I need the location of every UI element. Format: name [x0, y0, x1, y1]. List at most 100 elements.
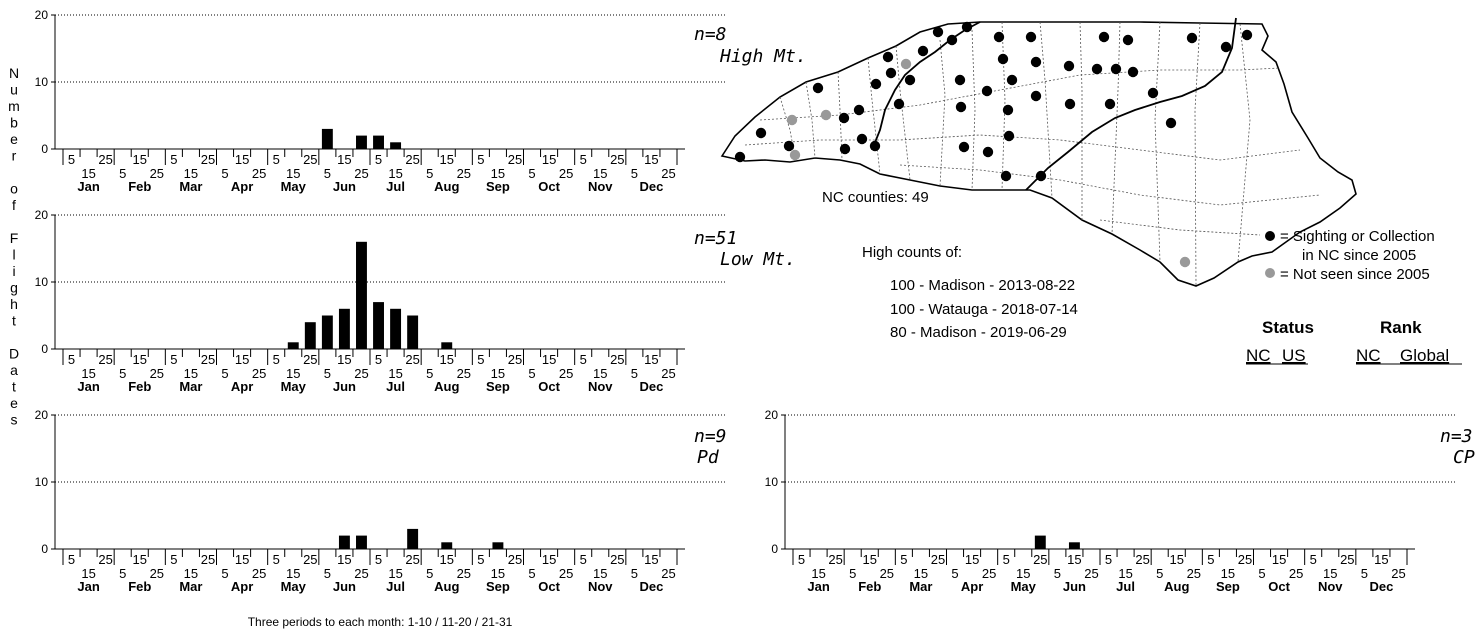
county-dot-recent [1122, 34, 1134, 46]
county-record-dots [734, 21, 1253, 268]
bar [338, 535, 350, 549]
period-tick-label: 25 [405, 152, 419, 167]
month-label: Sep [1216, 579, 1240, 594]
y-axis-label-letter: D [9, 346, 19, 362]
n-label-pd: n=9 [694, 426, 727, 447]
y-axis-label-letter: t [12, 379, 16, 395]
period-tick-label: 15 [811, 566, 825, 581]
period-tick-label: 15 [863, 552, 877, 567]
status-us: US [1282, 346, 1306, 365]
period-tick-label: 5 [221, 366, 228, 381]
period-tick-label: 5 [170, 152, 177, 167]
period-tick-label: 25 [559, 366, 573, 381]
period-tick-label: 5 [375, 552, 382, 567]
period-tick-label: 5 [580, 352, 587, 367]
period-tick-label: 15 [440, 152, 454, 167]
county-dot-recent [1063, 60, 1075, 72]
period-tick-label: 5 [221, 166, 228, 181]
y-tick-label: 0 [41, 142, 48, 156]
period-tick-label: 25 [303, 552, 317, 567]
month-label: Oct [1268, 579, 1290, 594]
period-tick-label: 5 [68, 352, 75, 367]
period-tick-label: 15 [184, 366, 198, 381]
legend-black-dot [1265, 231, 1275, 241]
y-axis-label-letter: s [11, 412, 18, 428]
month-label: Dec [639, 579, 663, 594]
status-heading: Status [1262, 318, 1314, 337]
y-axis-label-letter: e [10, 395, 18, 411]
month-label: Jan [77, 179, 99, 194]
month-label: Nov [588, 579, 613, 594]
period-tick-label: 25 [1238, 552, 1252, 567]
period-tick-label: 15 [1221, 566, 1235, 581]
month-label: Feb [128, 179, 151, 194]
county-dot-recent [882, 51, 894, 63]
legend-sighting-label: = Sighting or Collection [1280, 228, 1435, 245]
month-label: Jan [77, 579, 99, 594]
period-tick-label: 25 [610, 352, 624, 367]
legend-not-seen-label: = Not seen since 2005 [1280, 266, 1430, 283]
period-tick-label: 5 [900, 552, 907, 567]
period-tick-label: 25 [457, 166, 471, 181]
period-tick-label: 5 [631, 166, 638, 181]
county-dot-recent [1030, 56, 1042, 68]
county-dot-recent [955, 101, 967, 113]
chart-panel-piedmont: 0102051525515255152551525515255152551525… [35, 408, 725, 594]
period-tick-label: 25 [252, 566, 266, 581]
county-dot-recent [1030, 90, 1042, 102]
period-tick-label: 25 [354, 166, 368, 181]
county-dot-recent [981, 85, 993, 97]
month-label: Jun [333, 579, 356, 594]
county-dot-historic [786, 114, 798, 126]
period-tick-label: 25 [405, 352, 419, 367]
month-label: Apr [231, 579, 253, 594]
month-label: Nov [588, 379, 613, 394]
county-dot-recent [885, 67, 897, 79]
status-nc: NC [1246, 346, 1271, 365]
period-tick-label: 15 [81, 166, 95, 181]
y-axis-label-letter: o [10, 181, 18, 197]
month-label: Mar [179, 179, 202, 194]
y-axis-label-letter: u [10, 82, 18, 98]
y-axis-label-letter: e [10, 131, 18, 147]
y-tick-label: 10 [35, 275, 49, 289]
period-tick-label: 15 [133, 552, 147, 567]
period-tick-label: 15 [644, 152, 658, 167]
period-tick-label: 15 [235, 152, 249, 167]
chart-panel-high-mt: 0102051525515255152551525515255152551525… [35, 8, 725, 194]
bar [373, 135, 384, 149]
period-tick-label: 25 [559, 166, 573, 181]
period-tick-label: 25 [252, 166, 266, 181]
month-label: May [1011, 579, 1037, 594]
county-dot-historic [1179, 256, 1191, 268]
y-tick-label: 20 [35, 208, 49, 222]
period-tick-label: 15 [440, 552, 454, 567]
period-tick-label: 25 [1135, 552, 1149, 567]
period-tick-label: 5 [528, 366, 535, 381]
bar [1034, 535, 1046, 549]
month-label: Aug [434, 379, 459, 394]
period-tick-label: 15 [1272, 552, 1286, 567]
county-dot-recent [1104, 98, 1116, 110]
period-tick-label: 5 [68, 552, 75, 567]
period-tick-label: 15 [491, 166, 505, 181]
county-dot-recent [993, 31, 1005, 43]
period-tick-label: 5 [1361, 566, 1368, 581]
period-tick-label: 15 [388, 166, 402, 181]
chart-panel-coastal-plain: 0102051525515255152551525515255152551525… [765, 408, 1455, 594]
county-dot-recent [904, 74, 916, 86]
bar [407, 528, 419, 549]
month-label: Dec [639, 179, 663, 194]
month-label: Jan [807, 579, 829, 594]
month-label: Feb [858, 579, 881, 594]
y-axis-label-letter: a [10, 362, 18, 378]
period-tick-label: 25 [931, 552, 945, 567]
period-tick-label: 25 [201, 552, 215, 567]
period-tick-label: 25 [201, 152, 215, 167]
period-tick-label: 15 [184, 166, 198, 181]
period-tick-label: 25 [661, 566, 675, 581]
month-label: Aug [1164, 579, 1189, 594]
period-tick-label: 5 [119, 166, 126, 181]
y-tick-label: 10 [765, 475, 779, 489]
